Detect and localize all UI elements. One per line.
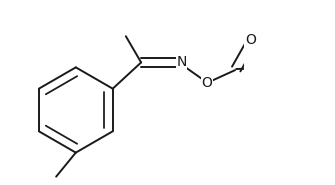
Text: N: N <box>177 56 187 69</box>
Text: O: O <box>201 76 212 90</box>
Text: O: O <box>245 33 256 47</box>
